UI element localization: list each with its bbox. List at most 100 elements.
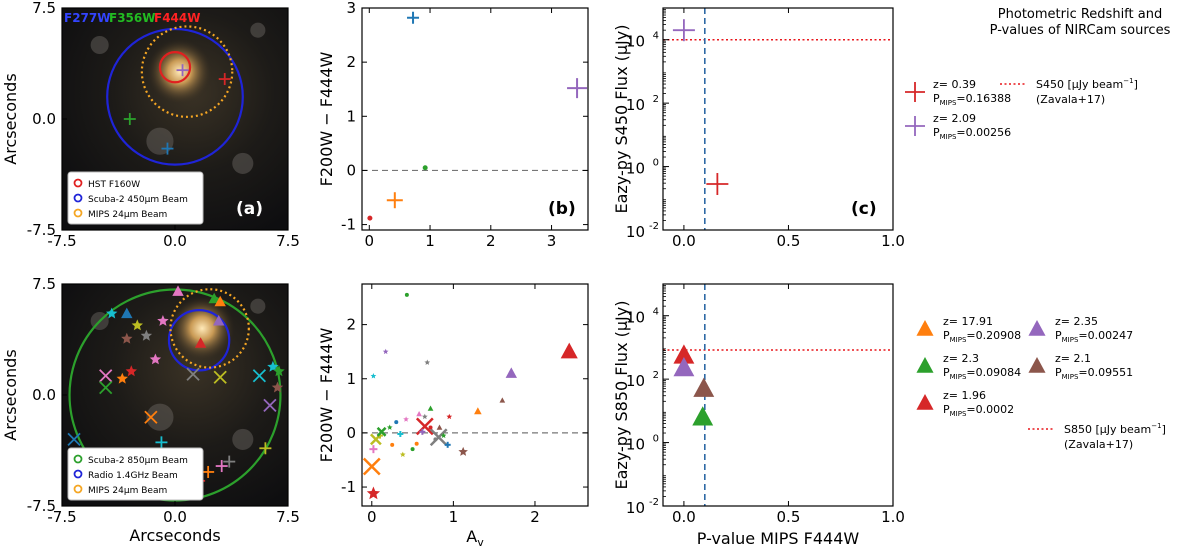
data-point — [433, 437, 438, 442]
legend-pvalue: PMIPS=0.09084 — [943, 366, 1021, 381]
y-tick-label: 10 — [626, 436, 645, 454]
x-tick-label: 1 — [425, 232, 435, 250]
y-tick-exponent: 4 — [653, 307, 659, 318]
y-tick-label: 10 — [626, 499, 645, 517]
y-tick-label: -7.5 — [27, 221, 56, 239]
legend-redshift: z= 2.3 — [943, 352, 979, 365]
source-marker — [218, 73, 231, 86]
legend-marker — [905, 116, 925, 136]
data-point — [474, 407, 482, 415]
source-marker — [121, 332, 133, 344]
field-source — [232, 152, 254, 174]
legend-pvalue: PMIPS=0.00256 — [933, 126, 1011, 141]
source-marker — [121, 307, 133, 319]
source-marker — [131, 319, 143, 331]
source-marker — [144, 410, 158, 424]
legend-label: MIPS 24μm Beam — [88, 210, 167, 220]
axes-frame — [662, 7, 894, 231]
x-tick-label: -7.5 — [47, 232, 76, 250]
data-point — [429, 428, 448, 447]
y-tick-exponent: 4 — [653, 31, 659, 42]
data-point — [390, 442, 395, 447]
legend-marker — [73, 469, 83, 479]
legend-marker — [916, 320, 934, 336]
y-tick-label: 3 — [346, 0, 356, 17]
y-axis-label: Arcseconds — [1, 73, 20, 164]
data-point — [416, 410, 422, 417]
data-point — [410, 447, 415, 452]
x-tick-label: -7.5 — [47, 508, 76, 526]
y-tick-label: -1 — [341, 478, 356, 496]
legend-threshold-ref: (Zavala+17) — [1064, 438, 1133, 451]
axes-frame — [361, 283, 589, 507]
panel-f: 10 4 10 2 10 0 10 -2 0.0 0.5 1.0 Eazy-py S850 Flux … — [612, 283, 905, 548]
data-point — [414, 441, 419, 446]
data-point — [693, 377, 715, 397]
x-tick-label: 7.5 — [276, 508, 300, 526]
x-tick-label: 0.5 — [777, 508, 801, 526]
y-tick-exponent: -2 — [649, 221, 659, 232]
panel-a: -7.5 0.0 7.5 7.5 0.0 -7.5 Arcseconds F277WF356W… — [1, 0, 300, 250]
data-point — [376, 426, 387, 437]
source-marker — [176, 64, 189, 77]
data-point — [422, 413, 428, 420]
x-tick-label: 7.5 — [276, 232, 300, 250]
panel-label: (b) — [548, 199, 576, 219]
y-tick-label: 1 — [346, 107, 356, 125]
data-point — [444, 441, 451, 448]
x-axis-label: P-value MIPS F444W — [697, 529, 860, 548]
data-point — [370, 373, 377, 379]
figure-title-line: P-values of NIRCam sources — [990, 23, 1171, 38]
x-tick-label: 0.0 — [163, 508, 187, 526]
data-point — [458, 446, 468, 456]
legend-pvalue: PMIPS=0.20908 — [943, 329, 1021, 344]
y-axis-label: Arcseconds — [1, 349, 20, 440]
legend-redshift: z= 2.35 — [1055, 315, 1098, 328]
image-legend: Scuba-2 850μm Beam Radio 1.4GHz Beam MIPS … — [67, 447, 204, 501]
data-point — [424, 359, 431, 365]
x-tick-label: 0.0 — [163, 232, 187, 250]
legend-label: MIPS 24μm Beam — [88, 486, 167, 496]
y-tick-label: 10 — [626, 223, 645, 241]
data-point — [386, 424, 393, 430]
beam-circle — [140, 25, 234, 118]
legend-label: Scuba-2 850μm Beam — [88, 456, 188, 466]
x-tick-label: 2 — [530, 508, 540, 526]
data-point — [362, 457, 381, 476]
data-point — [560, 342, 578, 359]
source-marker — [161, 142, 174, 155]
field-source — [250, 298, 266, 314]
legend-threshold-ref: (Zavala+17) — [1036, 93, 1105, 106]
y-tick-label: 2 — [346, 53, 356, 71]
y-tick-label: 10 — [626, 96, 645, 114]
legend-label: Radio 1.4GHz Beam — [88, 471, 178, 481]
source-marker — [252, 369, 267, 383]
legend-marker — [73, 454, 83, 464]
legend-box — [67, 447, 204, 501]
data-point — [386, 192, 403, 209]
source-marker — [271, 381, 284, 393]
data-point — [399, 451, 406, 457]
source-marker — [194, 337, 207, 348]
source-marker — [157, 315, 169, 326]
y-tick-label: 0.0 — [32, 386, 56, 404]
y-tick-label: 0.0 — [32, 110, 56, 128]
data-point — [404, 292, 409, 297]
data-point — [427, 405, 434, 411]
x-tick-label: 0 — [365, 232, 375, 250]
data-point — [382, 348, 389, 355]
legend-pvalue: PMIPS=0.09551 — [1055, 366, 1133, 381]
panel-d: -7.5 0.0 7.5 7.5 0.0 -7.5 Arcseconds Arcseconds… — [1, 275, 300, 545]
legend-marker — [916, 357, 934, 373]
filter-label: F444W — [154, 11, 200, 25]
source-marker — [140, 329, 153, 341]
y-tick-exponent: 2 — [653, 370, 659, 381]
y-tick-exponent: 0 — [653, 434, 659, 445]
y-tick-label: 10 — [626, 33, 645, 51]
data-point — [692, 406, 714, 426]
panel-label: (a) — [236, 199, 263, 219]
source-marker — [99, 369, 113, 383]
data-point — [706, 173, 729, 196]
y-tick-label: 10 — [626, 372, 645, 390]
